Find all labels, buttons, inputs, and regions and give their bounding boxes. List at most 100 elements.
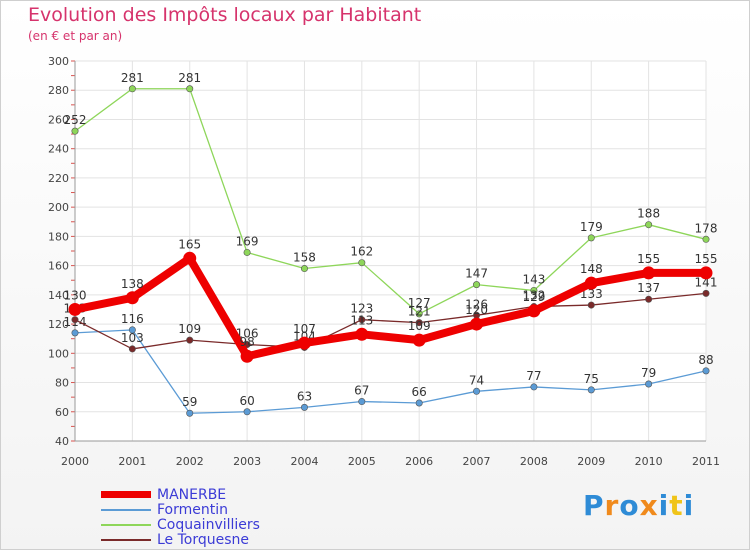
data-label: 79 [641, 366, 656, 380]
logo-letter: P [583, 489, 605, 522]
data-point [240, 349, 254, 363]
data-label: 281 [178, 71, 201, 85]
proxiti-logo: Proxiti [583, 489, 694, 522]
legend-item: MANERBE [101, 486, 260, 503]
x-tick-label: 2005 [348, 455, 376, 468]
data-point [186, 409, 194, 417]
data-point [645, 380, 653, 388]
data-label: 116 [121, 312, 144, 326]
legend-swatch [101, 523, 151, 526]
y-tick-label: 180 [48, 230, 69, 243]
data-label: 98 [239, 335, 254, 349]
data-label: 109 [408, 319, 431, 333]
legend-label: Coquainvilliers [157, 516, 260, 533]
data-point [71, 127, 79, 135]
data-point [358, 398, 366, 406]
data-point [128, 345, 136, 353]
series-line-manerbe [74, 254, 706, 361]
x-tick-label: 2008 [520, 455, 548, 468]
data-label: 143 [522, 272, 545, 286]
data-point [415, 319, 423, 327]
data-point [584, 276, 598, 290]
data-point [128, 326, 136, 334]
data-point [71, 329, 79, 337]
data-point [699, 266, 713, 280]
y-tick-label: 300 [48, 55, 69, 68]
legend-label: Le Torquesne [157, 531, 250, 548]
logo-letter: x [639, 489, 659, 522]
x-tick-label: 2010 [635, 455, 663, 468]
data-label: 147 [465, 267, 488, 281]
data-label: 59 [182, 395, 197, 409]
series-line-formentin [74, 329, 707, 414]
data-label: 130 [64, 288, 87, 302]
data-point [587, 234, 595, 242]
chart-legend: MANERBE Formentin Coquainvilliers Le Torque… [101, 486, 260, 548]
data-point [415, 399, 423, 407]
data-label: 169 [236, 234, 259, 248]
data-label: 188 [637, 207, 660, 221]
data-point [645, 221, 653, 229]
y-tick-label: 60 [55, 406, 69, 419]
data-label: 126 [465, 297, 488, 311]
data-point [183, 251, 197, 265]
data-point [125, 291, 139, 305]
y-tick-label: 160 [48, 260, 69, 273]
x-tick-label: 2002 [176, 455, 204, 468]
data-point [358, 316, 366, 324]
legend-label: MANERBE [157, 486, 227, 503]
data-label: 60 [239, 394, 254, 408]
data-label: 63 [297, 389, 312, 403]
data-point [530, 286, 538, 294]
y-tick-label: 240 [48, 143, 69, 156]
y-tick-label: 260 [48, 113, 69, 126]
x-tick-label: 2000 [61, 455, 89, 468]
data-point [186, 336, 194, 344]
data-label: 88 [698, 353, 713, 367]
logo-letter: i [683, 489, 695, 522]
data-label: 123 [350, 302, 373, 316]
data-point [527, 304, 541, 318]
data-label: 178 [695, 221, 718, 235]
data-point [355, 327, 369, 341]
y-tick-label: 280 [48, 84, 69, 97]
data-label: 133 [580, 287, 603, 301]
x-tick-label: 2007 [463, 455, 491, 468]
data-label: 252 [64, 113, 87, 127]
data-point [473, 387, 481, 395]
data-point [243, 248, 251, 256]
data-point [297, 336, 311, 350]
data-point [470, 317, 484, 331]
legend-swatch [101, 491, 151, 498]
x-tick-label: 2006 [405, 455, 433, 468]
x-tick-label: 2004 [290, 455, 318, 468]
data-point [702, 235, 710, 243]
data-label: 137 [637, 281, 660, 295]
data-label: 165 [178, 237, 201, 251]
data-point [128, 85, 136, 93]
data-label: 127 [408, 296, 431, 310]
data-point [415, 310, 423, 318]
y-tick-label: 140 [48, 289, 69, 302]
x-tick-label: 2001 [118, 455, 146, 468]
data-label: 74 [469, 373, 484, 387]
data-point [702, 367, 710, 375]
logo-letter: t [669, 489, 684, 522]
series-line-le-torquesne [74, 292, 707, 350]
legend-swatch [101, 538, 151, 541]
chart-title: Evolution des Impôts locaux par Habitant [28, 4, 422, 26]
data-point [587, 386, 595, 394]
legend-label: Formentin [157, 501, 229, 518]
x-tick-label: 2011 [692, 455, 720, 468]
data-point [71, 316, 79, 324]
data-point [642, 266, 656, 280]
data-label: 107 [293, 322, 316, 336]
data-label: 106 [236, 327, 259, 341]
data-label: 179 [580, 220, 603, 234]
data-label: 121 [408, 305, 431, 319]
data-label: 138 [121, 277, 144, 291]
data-label: 162 [350, 245, 373, 259]
y-tick-label: 100 [48, 347, 69, 360]
